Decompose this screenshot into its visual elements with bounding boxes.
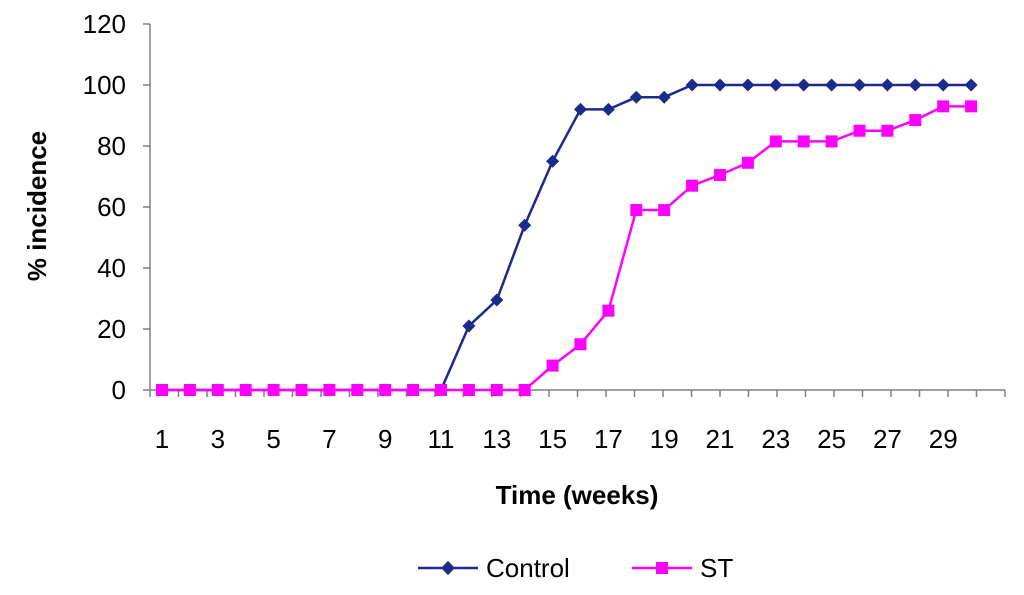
data-point-st [909, 114, 922, 127]
y-axis-title: % incidence [22, 131, 52, 281]
data-point-st [741, 156, 754, 169]
data-point-control [964, 78, 978, 92]
x-tick-label: 23 [761, 424, 790, 454]
legend-marker-control [441, 561, 455, 575]
data-point-control [936, 78, 950, 92]
data-point-st [602, 304, 615, 317]
data-point-control [574, 102, 587, 116]
data-point-st [211, 384, 224, 396]
data-point-st [518, 384, 531, 396]
x-tick-label: 29 [929, 424, 958, 454]
data-point-control [880, 78, 894, 92]
x-tick-label: 3 [211, 424, 225, 454]
y-tick-label: 60 [97, 192, 126, 222]
data-point-st [965, 100, 978, 113]
legend-label-st: ST [700, 553, 733, 583]
x-tick-label: 27 [873, 424, 902, 454]
data-point-control [769, 78, 783, 92]
data-point-st [546, 359, 559, 372]
data-point-st [239, 384, 252, 396]
y-tick-label: 80 [97, 131, 126, 161]
x-axis: 1 3 5 7 9 11 13 15 17 19 21 23 25 27 29 [149, 389, 1006, 454]
x-tick-label: 13 [482, 424, 511, 454]
data-point-st [490, 384, 503, 396]
data-point-control [462, 319, 476, 333]
data-point-st [769, 135, 782, 148]
legend-item-control: Control [418, 553, 570, 583]
y-tick-label: 40 [97, 253, 126, 283]
data-point-st [462, 384, 475, 396]
data-point-control [713, 78, 727, 92]
data-point-control [853, 78, 866, 92]
data-point-control [629, 90, 643, 104]
data-point-control [490, 293, 504, 307]
y-tick-label: 120 [83, 9, 126, 39]
data-point-control [797, 78, 811, 92]
x-tick-label: 5 [266, 424, 280, 454]
data-point-st [881, 124, 894, 137]
data-point-st [183, 384, 196, 396]
data-point-control [518, 218, 532, 232]
x-tick-label: 17 [594, 424, 623, 454]
data-point-st [686, 179, 699, 192]
data-point-control [546, 154, 560, 168]
data-point-st [267, 384, 280, 396]
data-point-st [295, 384, 308, 396]
data-point-st [379, 384, 392, 396]
y-tick-label: 20 [97, 314, 126, 344]
series-st [156, 100, 978, 396]
data-point-st [658, 204, 671, 217]
y-tick-label: 100 [83, 70, 126, 100]
data-point-st [825, 135, 838, 148]
y-axis: 0 20 40 60 80 100 120 [83, 9, 151, 405]
data-point-control [601, 102, 615, 116]
x-axis-title: Time (weeks) [496, 480, 659, 510]
x-tick-label: 9 [378, 424, 392, 454]
series-line-st [162, 105, 972, 392]
x-tick-label: 15 [538, 424, 567, 454]
series-layer [155, 78, 978, 397]
data-point-control [741, 78, 755, 92]
data-point-st [435, 384, 447, 396]
x-tick-label: 21 [706, 424, 735, 454]
legend-marker-st [656, 562, 668, 574]
data-point-control [825, 78, 839, 92]
y-tick-label: 0 [112, 375, 126, 405]
data-point-st [630, 204, 643, 217]
data-point-st [407, 384, 420, 396]
legend-label-control: Control [486, 553, 570, 583]
legend: Control ST [418, 553, 733, 583]
data-point-control [685, 78, 699, 92]
x-tick-label: 19 [650, 424, 679, 454]
x-tick-label: 7 [322, 424, 336, 454]
data-point-st [156, 384, 168, 396]
data-point-st [797, 135, 810, 148]
series-line-control [162, 83, 972, 392]
data-point-control [908, 78, 922, 92]
x-tick-label: 1 [155, 424, 169, 454]
data-point-st [853, 124, 866, 137]
x-tick-label: 25 [817, 424, 846, 454]
legend-item-st: ST [632, 553, 733, 583]
data-point-st [323, 384, 336, 396]
data-point-control [657, 90, 671, 104]
data-point-st [937, 100, 950, 113]
data-point-st [714, 168, 726, 181]
x-tick-label: 11 [428, 424, 455, 454]
data-point-st [574, 338, 587, 351]
data-point-st [351, 384, 364, 396]
